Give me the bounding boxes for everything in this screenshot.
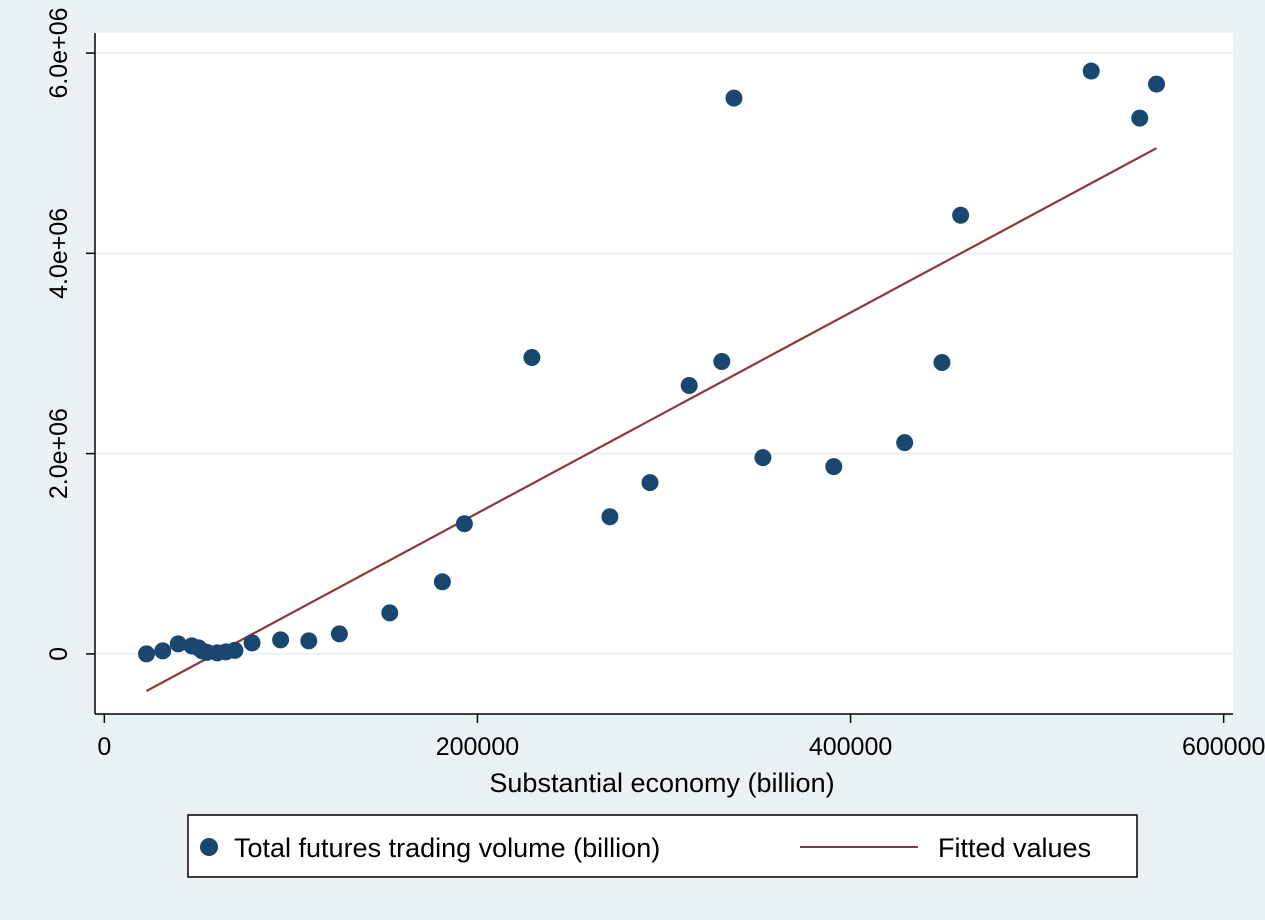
- scatter-point: [725, 89, 743, 107]
- scatter-point: [226, 641, 244, 659]
- y-tick-label: 0: [45, 647, 73, 661]
- scatter-point: [713, 352, 731, 370]
- scatter-point: [272, 631, 290, 649]
- x-tick-label: 0: [97, 733, 111, 761]
- x-axis-title: Substantial economy (billion): [489, 768, 834, 798]
- scatter-point: [641, 474, 659, 492]
- y-tick-label: 6.0e+06: [45, 7, 73, 98]
- x-tick-label: 600000: [1182, 733, 1265, 761]
- legend-marker-scatter: [200, 838, 218, 856]
- grid-lines: [95, 52, 1233, 655]
- legend-label-line: Fitted values: [938, 833, 1091, 863]
- scatter-point: [601, 508, 619, 526]
- scatter-point: [330, 625, 348, 643]
- scatter-point: [1131, 109, 1149, 127]
- scatter-point: [455, 515, 473, 533]
- x-tick-label: 200000: [436, 733, 519, 761]
- x-tick-label: 400000: [809, 733, 892, 761]
- y-tick-label: 4.0e+06: [45, 208, 73, 299]
- scatter-point: [381, 604, 399, 622]
- scatter-point: [154, 642, 172, 660]
- y-axis-ticks: 0 2.0e+06 4.0e+06 6.0e+06: [45, 7, 95, 661]
- scatter-point: [825, 458, 843, 476]
- fitted-values-line: [145, 147, 1158, 692]
- scatter-point: [896, 434, 914, 452]
- legend-box: [187, 814, 1138, 878]
- y-tick-label: 2.0e+06: [45, 408, 73, 499]
- series-layer: [137, 62, 1166, 692]
- scatter-point: [952, 206, 970, 224]
- scatter-point: [754, 449, 772, 467]
- scatter-point: [243, 634, 261, 652]
- scatter-point: [680, 377, 698, 395]
- scatter-point: [433, 573, 451, 591]
- legend-label-scatter: Total futures trading volume (billion): [234, 833, 660, 863]
- scatter-point: [300, 632, 318, 650]
- scatter-point: [1148, 75, 1166, 93]
- scatter-point: [1082, 62, 1100, 80]
- scatter-point: [933, 353, 951, 371]
- plot-area: [95, 33, 1233, 714]
- scatter-point: [169, 635, 187, 653]
- scatter-point: [523, 348, 541, 366]
- legend: Total futures trading volume (billion) F…: [187, 814, 1138, 878]
- x-axis-ticks: 0 200000 400000 600000: [97, 714, 1265, 761]
- scatter-point: [137, 645, 155, 663]
